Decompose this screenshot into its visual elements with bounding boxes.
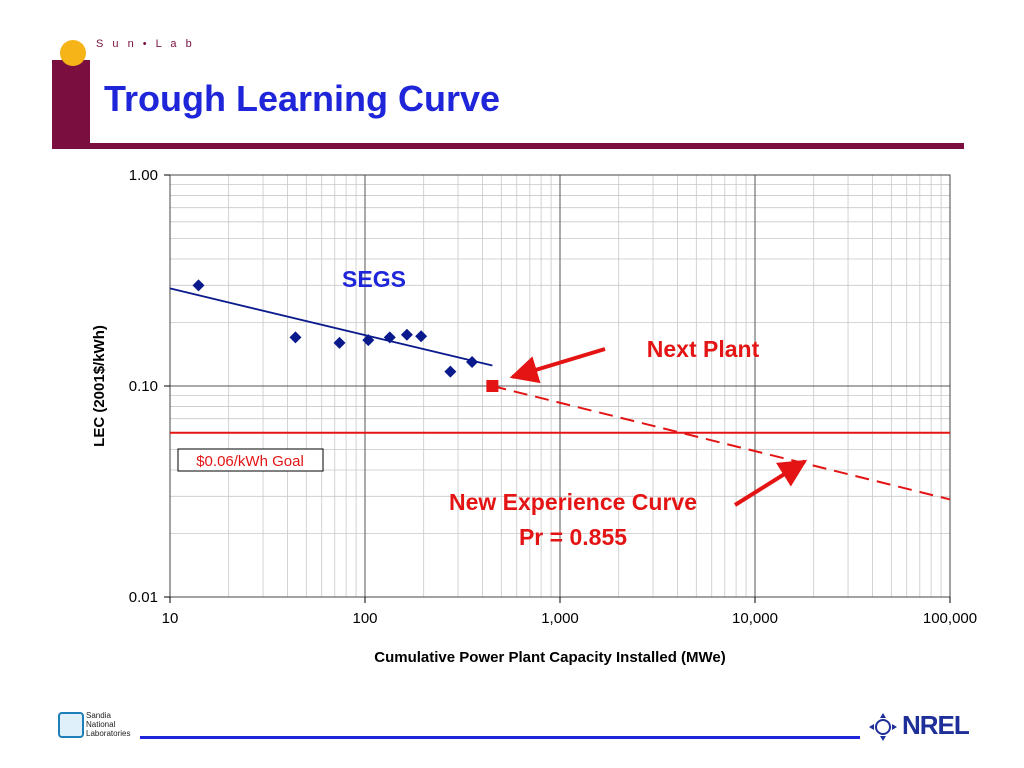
next-plant-point xyxy=(486,380,499,392)
sandia-line-3: Laboratories xyxy=(86,729,131,738)
segs-data-point xyxy=(289,331,302,344)
slide-title: Trough Learning Curve xyxy=(104,78,501,119)
title-rule xyxy=(52,143,964,149)
x-axis-label: Cumulative Power Plant Capacity Installe… xyxy=(374,649,725,666)
segs-data-point xyxy=(362,334,375,347)
x-tick-label: 1,000 xyxy=(541,610,579,627)
brand-bar xyxy=(52,60,90,148)
nrel-logo: NREL xyxy=(902,710,970,740)
x-tick-label: 10,000 xyxy=(732,610,778,627)
y-tick-label: 0.01 xyxy=(129,589,158,606)
sandia-label: Sandia National Laboratories xyxy=(86,711,130,738)
segs-data-point xyxy=(415,330,428,343)
sandia-line-1: Sandia xyxy=(86,711,111,720)
segs-data-point xyxy=(192,279,205,292)
y-tick-label: 1.00 xyxy=(129,167,158,184)
segs-annotation: SEGS xyxy=(342,266,406,292)
segs-data-point xyxy=(444,365,457,378)
next-plant-arrow xyxy=(509,347,606,384)
segs-data-point xyxy=(383,331,396,344)
nrel-sun-icon xyxy=(869,713,897,741)
y-axis-label: LEC (2001$/kWh) xyxy=(91,325,108,447)
x-tick-label: 100 xyxy=(352,610,377,627)
y-tick-label: 0.10 xyxy=(129,378,158,395)
segs-data-point xyxy=(400,328,413,341)
x-tick-label: 100,000 xyxy=(923,610,977,627)
goal-label: $0.06/kWh Goal xyxy=(196,453,304,470)
next-plant-annotation: Next Plant xyxy=(647,336,760,362)
sandia-line-2: National xyxy=(86,720,116,729)
segs-data-point xyxy=(466,355,479,368)
experience-curve-line xyxy=(492,385,951,501)
experience-curve-annotation: New Experience Curve xyxy=(449,489,697,515)
sun-icon xyxy=(60,40,86,66)
progress-ratio-annotation: Pr = 0.855 xyxy=(519,524,627,550)
sun-lab-label: S u n • L a b xyxy=(96,38,195,50)
footer-rule xyxy=(140,736,860,739)
x-tick-label: 10 xyxy=(162,610,179,627)
sandia-logo-icon xyxy=(58,712,84,738)
goal-label-box xyxy=(177,448,324,472)
experience-curve-arrow xyxy=(733,459,808,507)
segs-data-point xyxy=(333,336,346,349)
segs-trendline xyxy=(169,287,493,367)
